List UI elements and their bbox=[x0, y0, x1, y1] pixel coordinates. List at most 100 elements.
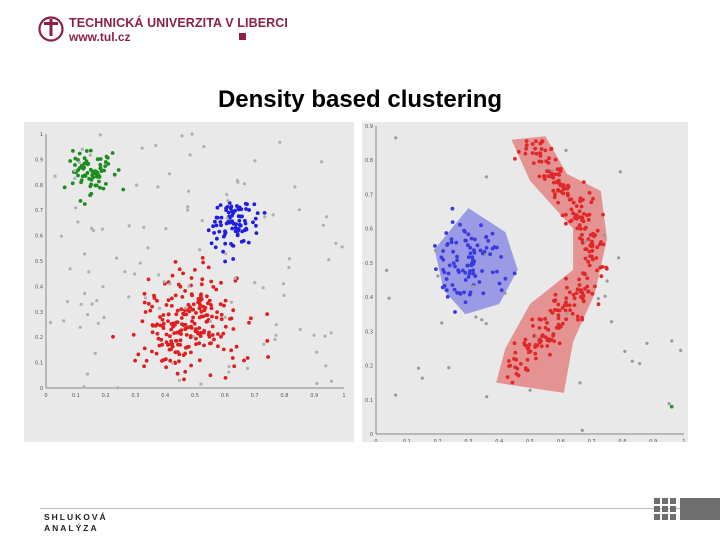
data-point bbox=[167, 347, 172, 352]
data-point bbox=[480, 318, 484, 322]
data-point bbox=[164, 365, 169, 370]
data-point bbox=[455, 258, 459, 263]
series-noise bbox=[385, 136, 683, 432]
data-point bbox=[221, 331, 226, 336]
data-point bbox=[98, 166, 103, 170]
data-point bbox=[88, 148, 93, 153]
data-point bbox=[68, 267, 72, 271]
data-point bbox=[563, 308, 568, 313]
data-point bbox=[80, 174, 85, 179]
data-point bbox=[215, 205, 220, 210]
university-url[interactable]: www.tul.cz bbox=[69, 30, 131, 44]
data-point bbox=[580, 315, 584, 320]
data-point bbox=[466, 263, 470, 268]
data-point bbox=[548, 352, 552, 357]
data-point bbox=[340, 245, 344, 249]
data-point bbox=[577, 283, 582, 287]
data-point bbox=[507, 359, 511, 363]
data-point bbox=[567, 290, 572, 295]
data-point bbox=[562, 187, 566, 192]
data-point bbox=[439, 255, 444, 260]
data-point bbox=[462, 228, 466, 233]
x-tick-label: 0.4 bbox=[161, 393, 169, 399]
data-point bbox=[192, 335, 196, 339]
data-point bbox=[142, 225, 146, 229]
data-point bbox=[95, 299, 99, 303]
data-point bbox=[452, 287, 457, 292]
data-point bbox=[194, 342, 198, 346]
data-point bbox=[568, 308, 572, 312]
x-tick-label: 0 bbox=[374, 439, 377, 442]
data-point bbox=[565, 285, 569, 290]
data-point bbox=[455, 290, 459, 295]
data-point bbox=[586, 237, 591, 241]
data-point bbox=[329, 331, 333, 335]
data-point bbox=[230, 213, 234, 218]
data-point bbox=[578, 381, 582, 385]
data-point bbox=[155, 298, 159, 303]
data-point bbox=[218, 203, 223, 207]
data-point bbox=[98, 162, 103, 167]
data-point bbox=[462, 290, 466, 295]
data-point bbox=[84, 149, 89, 153]
data-point bbox=[544, 159, 549, 164]
data-point bbox=[251, 220, 255, 225]
data-point bbox=[530, 151, 535, 155]
data-point bbox=[230, 356, 235, 360]
data-point bbox=[394, 393, 398, 397]
data-point bbox=[80, 147, 84, 151]
data-point bbox=[172, 331, 177, 335]
data-point bbox=[205, 294, 209, 299]
data-point bbox=[254, 223, 258, 228]
data-point bbox=[527, 342, 532, 347]
data-point bbox=[543, 148, 548, 153]
data-point bbox=[73, 169, 77, 173]
data-point bbox=[581, 212, 586, 216]
data-point bbox=[97, 179, 101, 184]
data-point bbox=[223, 259, 228, 264]
data-point bbox=[209, 303, 213, 307]
data-point bbox=[82, 161, 87, 166]
data-point bbox=[93, 171, 98, 176]
data-point bbox=[484, 253, 488, 257]
data-point bbox=[552, 308, 557, 312]
data-point bbox=[321, 223, 325, 227]
corner-block bbox=[680, 498, 720, 520]
data-point bbox=[451, 261, 456, 265]
data-point bbox=[552, 299, 557, 303]
y-tick-label: 1 bbox=[40, 132, 43, 138]
data-point bbox=[670, 339, 674, 343]
data-point bbox=[174, 312, 179, 317]
data-point bbox=[463, 300, 468, 305]
data-point bbox=[469, 263, 474, 268]
data-point bbox=[585, 284, 590, 289]
data-point bbox=[474, 315, 478, 319]
data-point bbox=[481, 291, 486, 296]
data-point bbox=[589, 242, 594, 247]
data-point bbox=[216, 344, 220, 349]
data-point bbox=[186, 205, 190, 209]
data-point bbox=[215, 236, 219, 241]
data-point bbox=[201, 304, 205, 309]
data-point bbox=[577, 223, 582, 228]
data-point bbox=[556, 322, 561, 327]
data-point bbox=[170, 296, 174, 301]
data-point bbox=[210, 333, 215, 337]
x-tick-label: 0.7 bbox=[251, 393, 259, 399]
data-point bbox=[93, 351, 97, 355]
data-point bbox=[587, 191, 592, 195]
data-point bbox=[558, 167, 563, 171]
data-point bbox=[454, 240, 459, 245]
data-point bbox=[106, 162, 111, 166]
y-tick-label: 0.8 bbox=[365, 158, 373, 164]
data-point bbox=[463, 278, 468, 282]
data-point bbox=[543, 317, 548, 321]
data-point bbox=[457, 270, 461, 274]
data-point bbox=[211, 285, 216, 289]
data-point bbox=[77, 160, 81, 164]
data-point bbox=[584, 225, 588, 230]
data-point bbox=[434, 267, 438, 271]
data-point bbox=[169, 304, 174, 308]
data-point bbox=[455, 254, 459, 259]
data-point bbox=[499, 288, 504, 293]
